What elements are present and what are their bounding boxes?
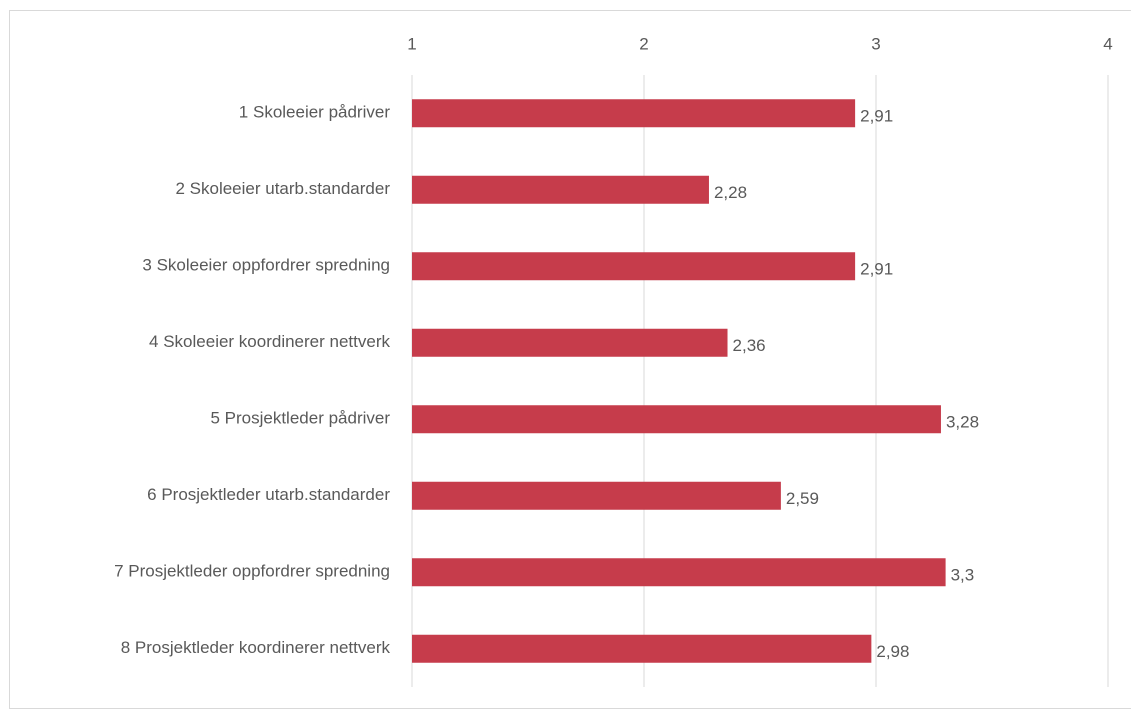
y-tick-label: 5 Prosjektleder pådriver <box>210 409 390 428</box>
bar <box>412 99 856 128</box>
y-tick-label: 6 Prosjektleder utarb.standarder <box>147 485 390 504</box>
y-tick-label: 7 Prosjektleder oppfordrer spredning <box>114 562 390 581</box>
x-tick-label: 1 <box>407 34 416 53</box>
x-tick-label: 4 <box>1103 34 1112 53</box>
y-tick-label: 8 Prosjektleder koordinerer nettverk <box>121 638 391 657</box>
y-tick-label: 4 Skoleeier koordinerer nettverk <box>149 332 390 351</box>
bar <box>412 252 856 281</box>
value-label: 2,91 <box>860 260 893 279</box>
value-label: 3,3 <box>951 566 975 585</box>
bar <box>412 175 709 204</box>
value-label: 3,28 <box>946 413 979 432</box>
value-label: 2,98 <box>876 642 909 661</box>
x-tick-label: 3 <box>871 34 880 53</box>
value-label: 2,59 <box>786 489 819 508</box>
x-tick-label: 2 <box>639 34 648 53</box>
value-label: 2,36 <box>733 336 766 355</box>
bar <box>412 481 781 510</box>
y-tick-label: 2 Skoleeier utarb.standarder <box>175 179 390 198</box>
bar <box>412 328 728 357</box>
value-label: 2,28 <box>714 183 747 202</box>
y-tick-label: 1 Skoleeier pådriver <box>239 103 391 122</box>
y-tick-label: 3 Skoleeier oppfordrer spredning <box>142 256 390 275</box>
value-label: 2,91 <box>860 107 893 126</box>
bar <box>412 405 941 434</box>
bar <box>412 634 872 663</box>
bar <box>412 558 946 587</box>
